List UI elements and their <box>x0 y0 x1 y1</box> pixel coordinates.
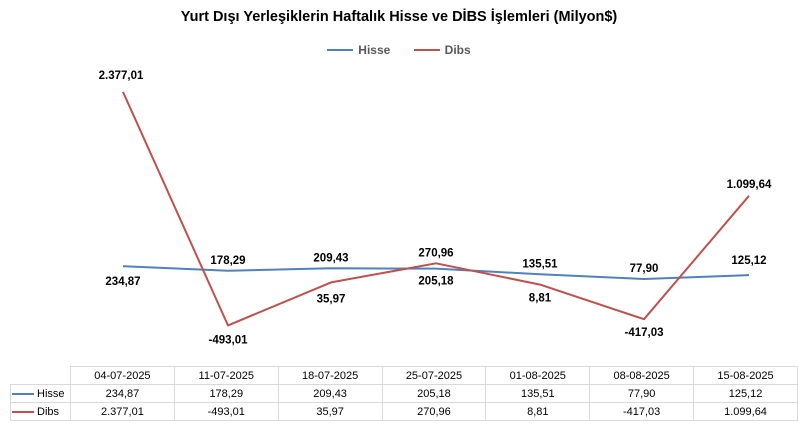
series-line-hisse <box>122 265 750 280</box>
data-label-hisse: 135,51 <box>522 258 558 270</box>
data-label-hisse: 234,87 <box>105 276 140 288</box>
data-label-dibs: 8,81 <box>529 293 552 305</box>
table-header-cell: 08-08-2025 <box>589 366 695 385</box>
data-label-dibs: -417,03 <box>624 327 663 339</box>
table-header-cell: 04-07-2025 <box>70 366 175 385</box>
table-row-dibs: Dibs 2.377,01 -493,01 35,97 270,96 8,81 … <box>10 402 798 421</box>
table-header-cell: 25-07-2025 <box>381 366 487 385</box>
legend-label-dibs: Dibs <box>444 43 471 57</box>
data-label-hisse: 77,90 <box>630 263 659 275</box>
table-header-cell: 15-08-2025 <box>693 366 798 385</box>
table-row-hisse: Hisse 234,87 178,29 209,43 205,18 135,51… <box>10 384 798 403</box>
table-header-cell: 18-07-2025 <box>277 366 383 385</box>
data-label-dibs: 1.099,64 <box>727 179 772 191</box>
table-series-name: Dibs <box>10 402 71 421</box>
table-swatch-hisse <box>12 392 34 395</box>
table-series-label: Hisse <box>37 387 65 400</box>
table-cell: 8,81 <box>485 402 591 421</box>
table-cell: 125,12 <box>693 384 798 403</box>
table-swatch-dibs <box>12 410 34 413</box>
table-cell: -417,03 <box>589 402 695 421</box>
legend-swatch-hisse <box>327 49 354 51</box>
table-header-row: 04-07-2025 11-07-2025 18-07-2025 25-07-2… <box>11 366 798 385</box>
table-corner <box>11 367 71 385</box>
table-cell: 178,29 <box>173 384 279 403</box>
data-label-hisse: 205,18 <box>418 276 454 288</box>
legend-item-hisse: Hisse <box>327 43 390 57</box>
data-label-dibs: 270,96 <box>418 247 453 259</box>
table-cell: 77,90 <box>589 384 695 403</box>
legend-label-hisse: Hisse <box>358 43 391 57</box>
series-line-dibs <box>122 91 750 327</box>
table-cell: 205,18 <box>381 384 487 403</box>
data-label-hisse: 125,12 <box>731 255 766 267</box>
data-label-dibs: 35,97 <box>317 293 346 305</box>
table-cell: -493,01 <box>173 402 279 421</box>
plot-area: 234,87 178,29 209,43 205,18 135,51 77,90 125,1… <box>99 70 772 346</box>
legend-swatch-dibs <box>413 49 440 51</box>
legend-item-dibs: Dibs <box>413 43 471 57</box>
table-cell: 234,87 <box>70 384 175 403</box>
table-cell: 2.377,01 <box>70 402 175 421</box>
data-table: 04-07-2025 11-07-2025 18-07-2025 25-07-2… <box>10 366 798 421</box>
legend: Hisse Dibs <box>0 40 798 57</box>
table-header-cell: 11-07-2025 <box>173 366 279 385</box>
data-label-dibs: 2.377,01 <box>99 70 144 82</box>
table-cell: 1.099,64 <box>693 402 798 421</box>
table-series-name: Hisse <box>10 384 71 403</box>
data-label-hisse: 209,43 <box>313 252 348 264</box>
table-cell: 270,96 <box>381 402 487 421</box>
table-cell: 209,43 <box>277 384 383 403</box>
table-cell: 35,97 <box>277 402 383 421</box>
table-header-cell: 01-08-2025 <box>485 366 591 385</box>
table-series-label: Dibs <box>37 405 60 418</box>
data-label-dibs: -493,01 <box>208 334 248 346</box>
chart-title: Yurt Dışı Yerleşiklerin Haftalık Hisse v… <box>180 9 618 25</box>
data-label-hisse: 178,29 <box>210 255 245 267</box>
table-cell: 135,51 <box>485 384 591 403</box>
